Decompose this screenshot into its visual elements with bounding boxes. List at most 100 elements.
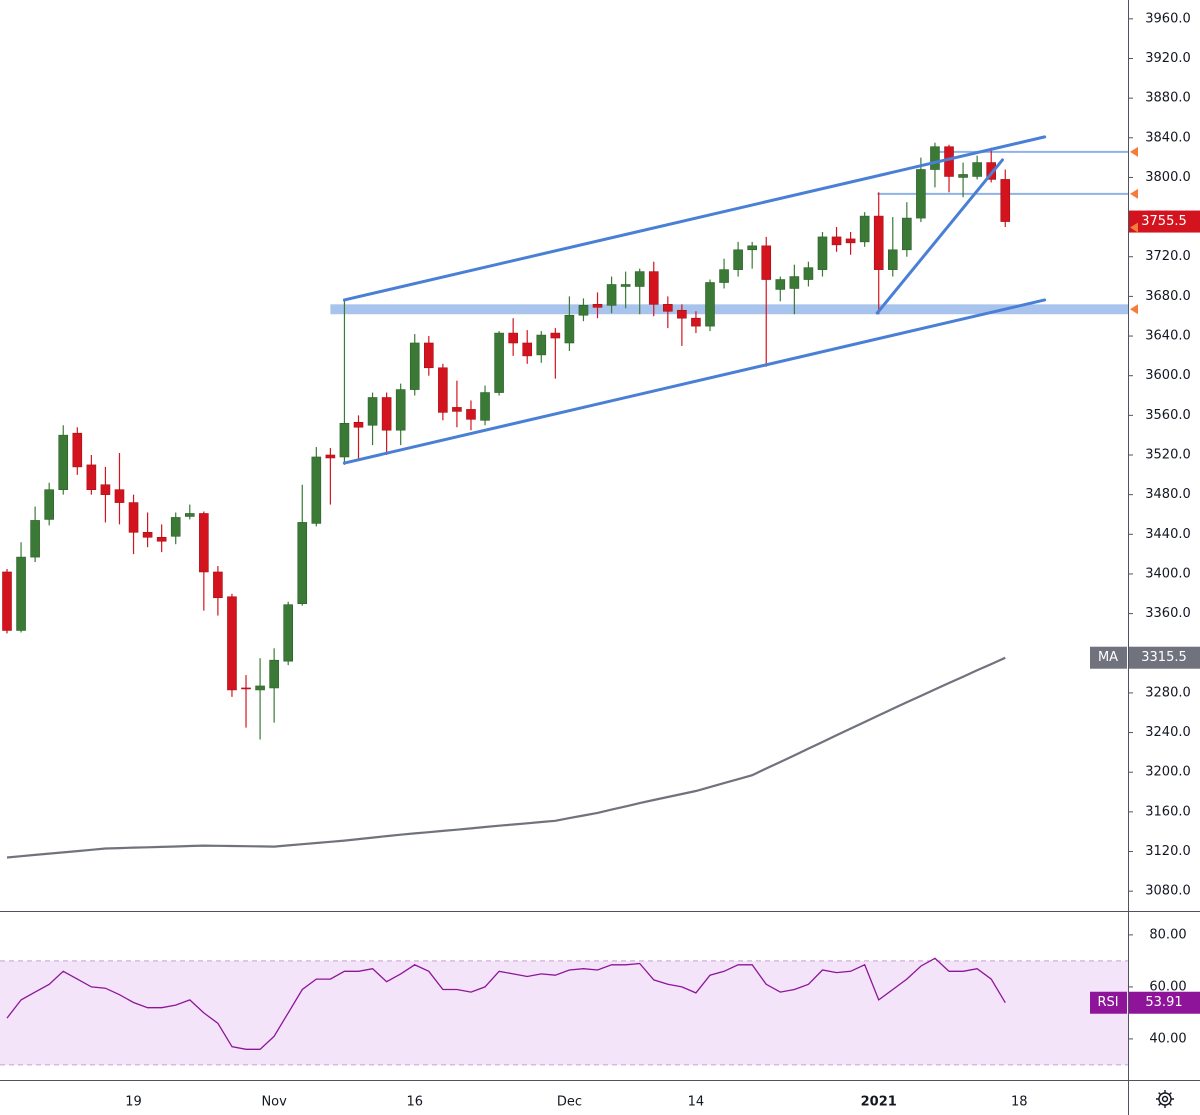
candle-body: [269, 659, 279, 689]
candle-body: [452, 407, 462, 412]
y-tick-label: 3080.0: [1145, 884, 1191, 899]
candle-body: [831, 236, 842, 246]
candle-body: [620, 284, 631, 287]
candle-body: [606, 284, 617, 306]
candle-body: [972, 162, 982, 177]
candle-body: [859, 215, 870, 243]
trend-line: [875, 158, 1004, 315]
trend-anchor: [875, 311, 879, 315]
candle-body: [845, 238, 856, 244]
candle-body: [747, 245, 757, 251]
gear-teeth: [1156, 1090, 1174, 1108]
candle-body: [213, 571, 223, 599]
y-tick-label: 3920.0: [1145, 51, 1191, 66]
candle-body: [156, 536, 167, 542]
series-name-badge: [1090, 646, 1127, 669]
candle-body: [367, 397, 378, 426]
y-tick-label: 3480.0: [1145, 487, 1191, 502]
candle-body: [592, 304, 603, 308]
candle-body: [648, 271, 659, 305]
candle-body: [142, 532, 153, 538]
candle-body: [803, 267, 814, 280]
candle-body: [522, 342, 533, 357]
series-value-label: 3315.5: [1141, 650, 1187, 665]
y-tick-label: 3840.0: [1145, 130, 1191, 145]
y-tick-label: 3400.0: [1145, 566, 1191, 581]
y-tick-label: 3680.0: [1145, 289, 1191, 304]
candle-body: [719, 269, 729, 283]
x-tick-label: 2021: [861, 1095, 897, 1110]
candle-body: [86, 464, 97, 490]
candle-body: [339, 422, 350, 458]
settings-icon[interactable]: [1156, 1090, 1174, 1108]
candle-body: [508, 332, 518, 344]
candle-body: [227, 596, 237, 691]
y-tick-label: 3960.0: [1145, 11, 1191, 26]
x-tick-label: Dec: [557, 1095, 582, 1110]
candle-body: [16, 556, 26, 631]
rsi-band: [0, 960, 1128, 1065]
candle-body: [761, 245, 772, 280]
trend-line: [342, 135, 1047, 302]
x-tick-label: Nov: [261, 1095, 287, 1110]
candle-body: [297, 522, 308, 604]
plot-area: [2, 135, 1128, 859]
candle-body: [170, 517, 181, 537]
candle-body: [381, 397, 392, 431]
candle-body: [100, 484, 111, 495]
candle-body: [873, 215, 884, 270]
candle-body: [353, 421, 364, 428]
candle-body: [705, 282, 715, 327]
y-tick-label: 3280.0: [1145, 685, 1191, 700]
y-tick-label: 3120.0: [1145, 844, 1191, 859]
candle-body: [663, 304, 673, 312]
candle-body: [114, 489, 125, 503]
trend-line: [342, 298, 1047, 465]
candle-body: [916, 169, 926, 219]
trend-anchor: [342, 298, 346, 302]
series-value-badge: [1129, 646, 1200, 669]
candle-body: [944, 146, 954, 177]
candle-body: [311, 456, 322, 524]
candle-body: [634, 271, 645, 287]
candle-body: [536, 334, 547, 356]
candle-body: [199, 513, 209, 573]
series-value-label: 53.91: [1145, 995, 1182, 1010]
series-name: MA: [1098, 650, 1118, 665]
series-name-badge: [1090, 991, 1127, 1014]
y-tick-label: 3360.0: [1145, 606, 1191, 621]
y-tick-label: 40.00: [1149, 1031, 1186, 1046]
candle-body: [72, 432, 83, 468]
candle-body: [30, 520, 40, 558]
price-flag: [1130, 304, 1138, 315]
y-tick-label: 3640.0: [1145, 329, 1191, 344]
candle-body: [789, 276, 800, 289]
series-name: RSI: [1097, 995, 1118, 1010]
candle-body: [930, 146, 940, 170]
candle-body: [241, 687, 251, 690]
x-tick-label: 16: [406, 1095, 423, 1110]
series-line: [6, 957, 1006, 1050]
y-tick-label: 80.00: [1149, 927, 1186, 942]
y-tick-label: 3240.0: [1145, 725, 1191, 740]
y-tick-label: 3800.0: [1145, 170, 1191, 185]
y-tick-label: 3720.0: [1145, 249, 1191, 264]
gear-hub: [1161, 1095, 1169, 1103]
candle-body: [550, 332, 561, 339]
candle-body: [128, 502, 139, 533]
candle-body: [466, 409, 476, 420]
y-tick-label: 3440.0: [1145, 527, 1191, 542]
price-flag: [1130, 146, 1138, 157]
price-zone: [330, 304, 1128, 315]
candle-body: [1000, 179, 1011, 222]
candle-body: [902, 217, 912, 251]
candle-body: [255, 685, 265, 691]
candle-body: [2, 571, 12, 631]
candle-body: [733, 249, 743, 270]
y-tick-label: 3200.0: [1145, 765, 1191, 780]
y-tick-label: 3560.0: [1145, 408, 1191, 423]
price-flag: [1130, 188, 1138, 199]
series-value-badge: [1129, 991, 1200, 1014]
